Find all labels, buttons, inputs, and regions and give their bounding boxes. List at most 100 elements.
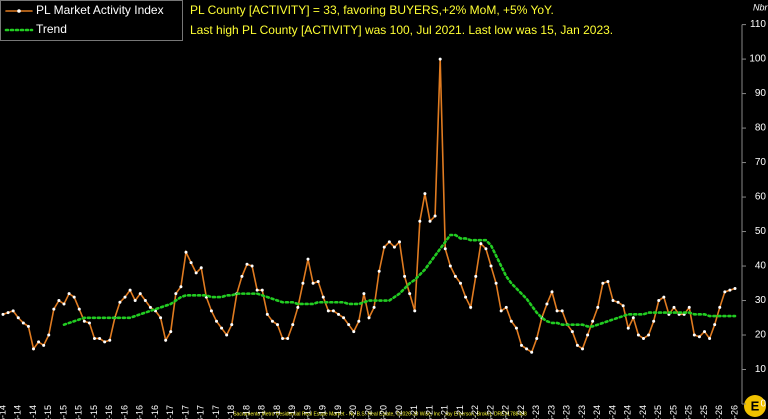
data-point (403, 274, 407, 278)
data-point (499, 309, 503, 313)
data-point (296, 305, 300, 309)
data-point (72, 295, 76, 299)
x-tick-label: 05-18 (241, 405, 251, 419)
data-point (57, 299, 61, 303)
data-point (260, 288, 264, 292)
data-point (464, 295, 468, 299)
data-point (647, 333, 651, 337)
data-point (703, 330, 706, 334)
x-tick-label: 05-21 (424, 405, 434, 419)
data-point (728, 288, 732, 292)
data-point (652, 319, 656, 323)
x-tick-label: 02-23 (531, 405, 541, 419)
data-point (331, 309, 335, 313)
data-point (98, 336, 102, 340)
data-point (342, 316, 346, 320)
data-point (611, 299, 615, 303)
data-point (423, 192, 427, 196)
data-point (220, 326, 224, 330)
data-point (82, 319, 86, 323)
data-point (169, 330, 173, 334)
data-point (591, 319, 595, 323)
y-tick-label: 50 (755, 226, 767, 237)
data-point (286, 336, 290, 340)
legend-box (0, 0, 183, 41)
data-point (281, 336, 285, 340)
data-point (433, 214, 437, 218)
data-point (123, 295, 127, 299)
data-point (62, 302, 66, 306)
data-point (362, 292, 366, 296)
data-point (291, 323, 295, 327)
data-point (494, 281, 498, 285)
data-point (138, 292, 142, 296)
annotation: PL County [ACTIVITY] = 33, favoring BUYE… (190, 3, 554, 17)
data-point (621, 304, 625, 308)
x-tick-label: 08-18 (257, 405, 267, 419)
x-tick-label: 11-17 (211, 405, 221, 419)
data-point (250, 264, 254, 268)
data-point (133, 299, 137, 303)
y-tick-label: 60 (755, 192, 767, 203)
data-point (520, 343, 523, 347)
x-tick-label: 05-23 (546, 405, 556, 419)
y-tick-label: 70 (755, 157, 767, 168)
data-point (255, 288, 259, 292)
x-tick-label: 08-15 (74, 405, 84, 419)
data-point (443, 247, 447, 251)
x-tick-label: 08-22 (501, 405, 511, 419)
y-tick-label: 30 (755, 295, 767, 306)
data-point (128, 288, 132, 292)
data-point (692, 333, 696, 337)
data-point (240, 274, 244, 278)
x-tick-label: 11-21 (455, 405, 465, 419)
data-point (225, 333, 229, 337)
data-point (143, 299, 147, 303)
data-point (276, 323, 279, 327)
x-tick-label: 11-25 (699, 405, 709, 419)
data-point (723, 290, 727, 294)
data-point (159, 316, 163, 320)
data-point (438, 57, 442, 61)
data-point (37, 340, 41, 344)
data-point (408, 292, 412, 296)
data-point (164, 338, 168, 342)
legend-marker (17, 9, 21, 13)
legend-label: Trend (36, 22, 67, 36)
data-point (108, 338, 112, 342)
x-tick-label: 05-22 (485, 405, 495, 419)
data-point (631, 316, 635, 320)
data-point (448, 264, 452, 268)
y-tick-label: 40 (755, 261, 767, 272)
data-point (662, 295, 666, 299)
data-point (392, 245, 396, 249)
data-point (708, 336, 712, 340)
data-point (387, 240, 391, 244)
data-point (16, 316, 20, 320)
x-tick-label: 08-19 (318, 405, 328, 419)
data-point (270, 319, 274, 323)
data-point (47, 333, 51, 337)
x-tick-label: 05-25 (668, 405, 678, 419)
data-point (484, 247, 488, 251)
x-tick-label: 08-24 (623, 405, 633, 419)
x-tick-label: 08-17 (196, 405, 206, 419)
data-point (265, 312, 269, 316)
data-point (11, 309, 15, 313)
data-point (372, 305, 376, 309)
data-point (713, 323, 717, 327)
data-point (6, 311, 10, 315)
data-point (301, 281, 305, 285)
data-point (357, 319, 361, 323)
data-point (352, 330, 356, 334)
x-tick-label: 08-25 (684, 405, 694, 419)
data-point (626, 326, 630, 330)
x-tick-label: 05-17 (180, 405, 190, 419)
data-point (555, 309, 559, 313)
data-point (453, 274, 457, 278)
data-point (21, 321, 25, 325)
data-point (596, 305, 600, 309)
data-point (687, 305, 691, 309)
